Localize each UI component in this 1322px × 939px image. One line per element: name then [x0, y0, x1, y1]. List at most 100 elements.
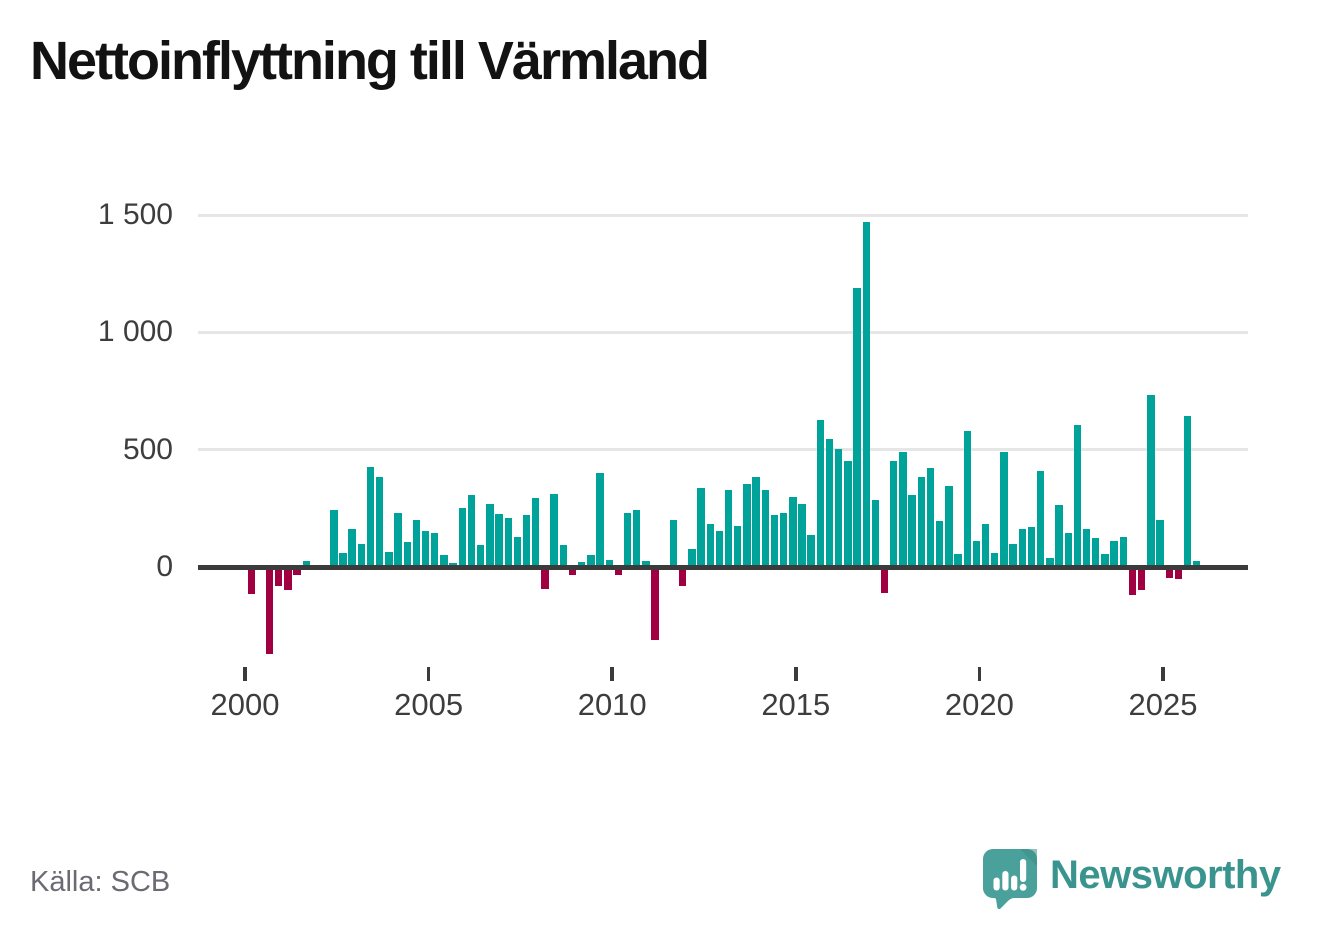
bar-2018Q1 — [908, 495, 916, 567]
bar-2023Q4 — [1119, 536, 1127, 567]
x-tick-label: 2010 — [577, 687, 647, 722]
bar-2022Q2 — [1064, 532, 1072, 567]
bar-2008Q3 — [559, 544, 567, 567]
bar-2007Q4 — [532, 497, 540, 567]
bar-2023Q1 — [1092, 537, 1100, 567]
bar-2023Q2 — [1101, 554, 1109, 567]
bar-2013Q3 — [743, 483, 751, 567]
bar-2017Q1 — [871, 500, 880, 567]
bar-2014Q2 — [770, 515, 779, 567]
bar-2008Q1 — [541, 567, 549, 590]
bar-2000Q4 — [275, 567, 283, 586]
x-tick — [243, 667, 247, 681]
bar-2018Q3 — [926, 468, 935, 567]
bar-2021Q2 — [1027, 527, 1036, 567]
bar-2015Q1 — [798, 503, 806, 567]
x-tick-label: 2015 — [761, 687, 831, 722]
bar-2001Q1 — [284, 567, 292, 591]
bar-2003Q4 — [385, 551, 393, 567]
bar-2025Q4 — [1193, 561, 1201, 567]
x-tick-label: 2020 — [944, 687, 1014, 722]
bar-2007Q2 — [513, 536, 522, 567]
bar-2013Q1 — [724, 489, 733, 567]
bar-2019Q2 — [954, 554, 962, 567]
bar-2010Q3 — [633, 509, 641, 567]
bar-2023Q3 — [1110, 541, 1118, 567]
y-tick-label: 500 — [122, 432, 173, 466]
source-attribution: Källa: SCB — [30, 866, 171, 898]
bar-2015Q2 — [807, 535, 815, 567]
bar-2024Q3 — [1147, 394, 1155, 567]
bar-2012Q3 — [706, 523, 714, 567]
chart-title: Nettoinflyttning till Värmland — [30, 31, 710, 91]
bar-2004Q2 — [403, 542, 411, 567]
bar-2009Q1 — [577, 562, 586, 567]
bar-2025Q2 — [1174, 567, 1183, 579]
bar-2006Q3 — [486, 503, 494, 567]
y-tick-label: 0 — [156, 550, 173, 583]
bar-2006Q1 — [467, 495, 476, 567]
bar-2014Q3 — [779, 513, 788, 567]
bar-2015Q4 — [825, 439, 834, 567]
x-tick-label: 2000 — [210, 687, 280, 722]
bar-2008Q4 — [568, 567, 577, 576]
bar-2005Q1 — [431, 532, 439, 567]
bar-2021Q1 — [1018, 529, 1026, 567]
bar-2007Q1 — [504, 517, 512, 567]
bar-2012Q1 — [688, 549, 696, 567]
bar-2009Q4 — [605, 559, 613, 567]
bar-2018Q2 — [917, 476, 926, 567]
x-axis-zero-line — [198, 565, 1248, 570]
bar-2017Q4 — [899, 452, 907, 567]
bar-2022Q4 — [1082, 529, 1091, 567]
bar-2010Q2 — [623, 513, 632, 567]
bar-2016Q4 — [862, 222, 870, 567]
bar-2011Q1 — [651, 567, 659, 640]
x-tick — [1161, 667, 1165, 681]
bar-2021Q3 — [1036, 470, 1045, 567]
bar-2020Q4 — [1009, 543, 1017, 567]
bar-2008Q2 — [550, 494, 558, 567]
bar-2005Q4 — [458, 508, 467, 567]
bar-2017Q2 — [880, 567, 889, 593]
bar-2019Q3 — [963, 430, 971, 567]
bar-2002Q2 — [330, 509, 338, 567]
gridline — [198, 448, 1248, 452]
gridline — [198, 213, 1248, 217]
bar-2017Q3 — [890, 461, 898, 567]
newsworthy-wordmark: Newsworthy — [1050, 852, 1281, 897]
bar-2001Q2 — [293, 567, 301, 576]
bar-2021Q4 — [1046, 557, 1054, 567]
gridline — [198, 330, 1248, 334]
bar-2014Q4 — [789, 496, 797, 567]
bar-2020Q1 — [981, 523, 990, 567]
bar-2012Q4 — [715, 530, 724, 567]
bar-2019Q1 — [945, 486, 953, 567]
bar-2003Q2 — [366, 467, 375, 567]
bar-2009Q2 — [587, 555, 595, 567]
bar-2013Q2 — [734, 525, 742, 567]
x-tick-label: 2025 — [1128, 687, 1198, 722]
bar-2010Q1 — [614, 567, 623, 576]
bar-2011Q3 — [669, 520, 678, 567]
x-tick — [610, 667, 614, 681]
y-tick-label: 1 500 — [97, 198, 173, 232]
bar-2024Q1 — [1128, 567, 1137, 596]
x-tick-label: 2005 — [394, 687, 464, 722]
bar-2024Q2 — [1137, 567, 1146, 591]
bar-2005Q2 — [440, 555, 448, 567]
plot-area: 1 500 1 000 500 0 2000 2005 2010 2015 2020 2025 — [98, 195, 1248, 722]
bar-2004Q1 — [394, 513, 402, 567]
bar-2000Q3 — [265, 567, 274, 654]
bar-2004Q3 — [412, 520, 421, 567]
bar-2014Q1 — [761, 489, 769, 567]
bar-2003Q3 — [376, 476, 384, 567]
x-tick — [977, 667, 982, 681]
bar-2007Q3 — [522, 515, 531, 567]
bar-2006Q2 — [477, 544, 485, 567]
x-tick — [794, 667, 798, 681]
bar-2016Q2 — [844, 461, 852, 567]
x-tick — [426, 667, 431, 681]
bar-2009Q3 — [596, 473, 604, 567]
newsworthy-logo: Newsworthy — [982, 847, 1292, 913]
